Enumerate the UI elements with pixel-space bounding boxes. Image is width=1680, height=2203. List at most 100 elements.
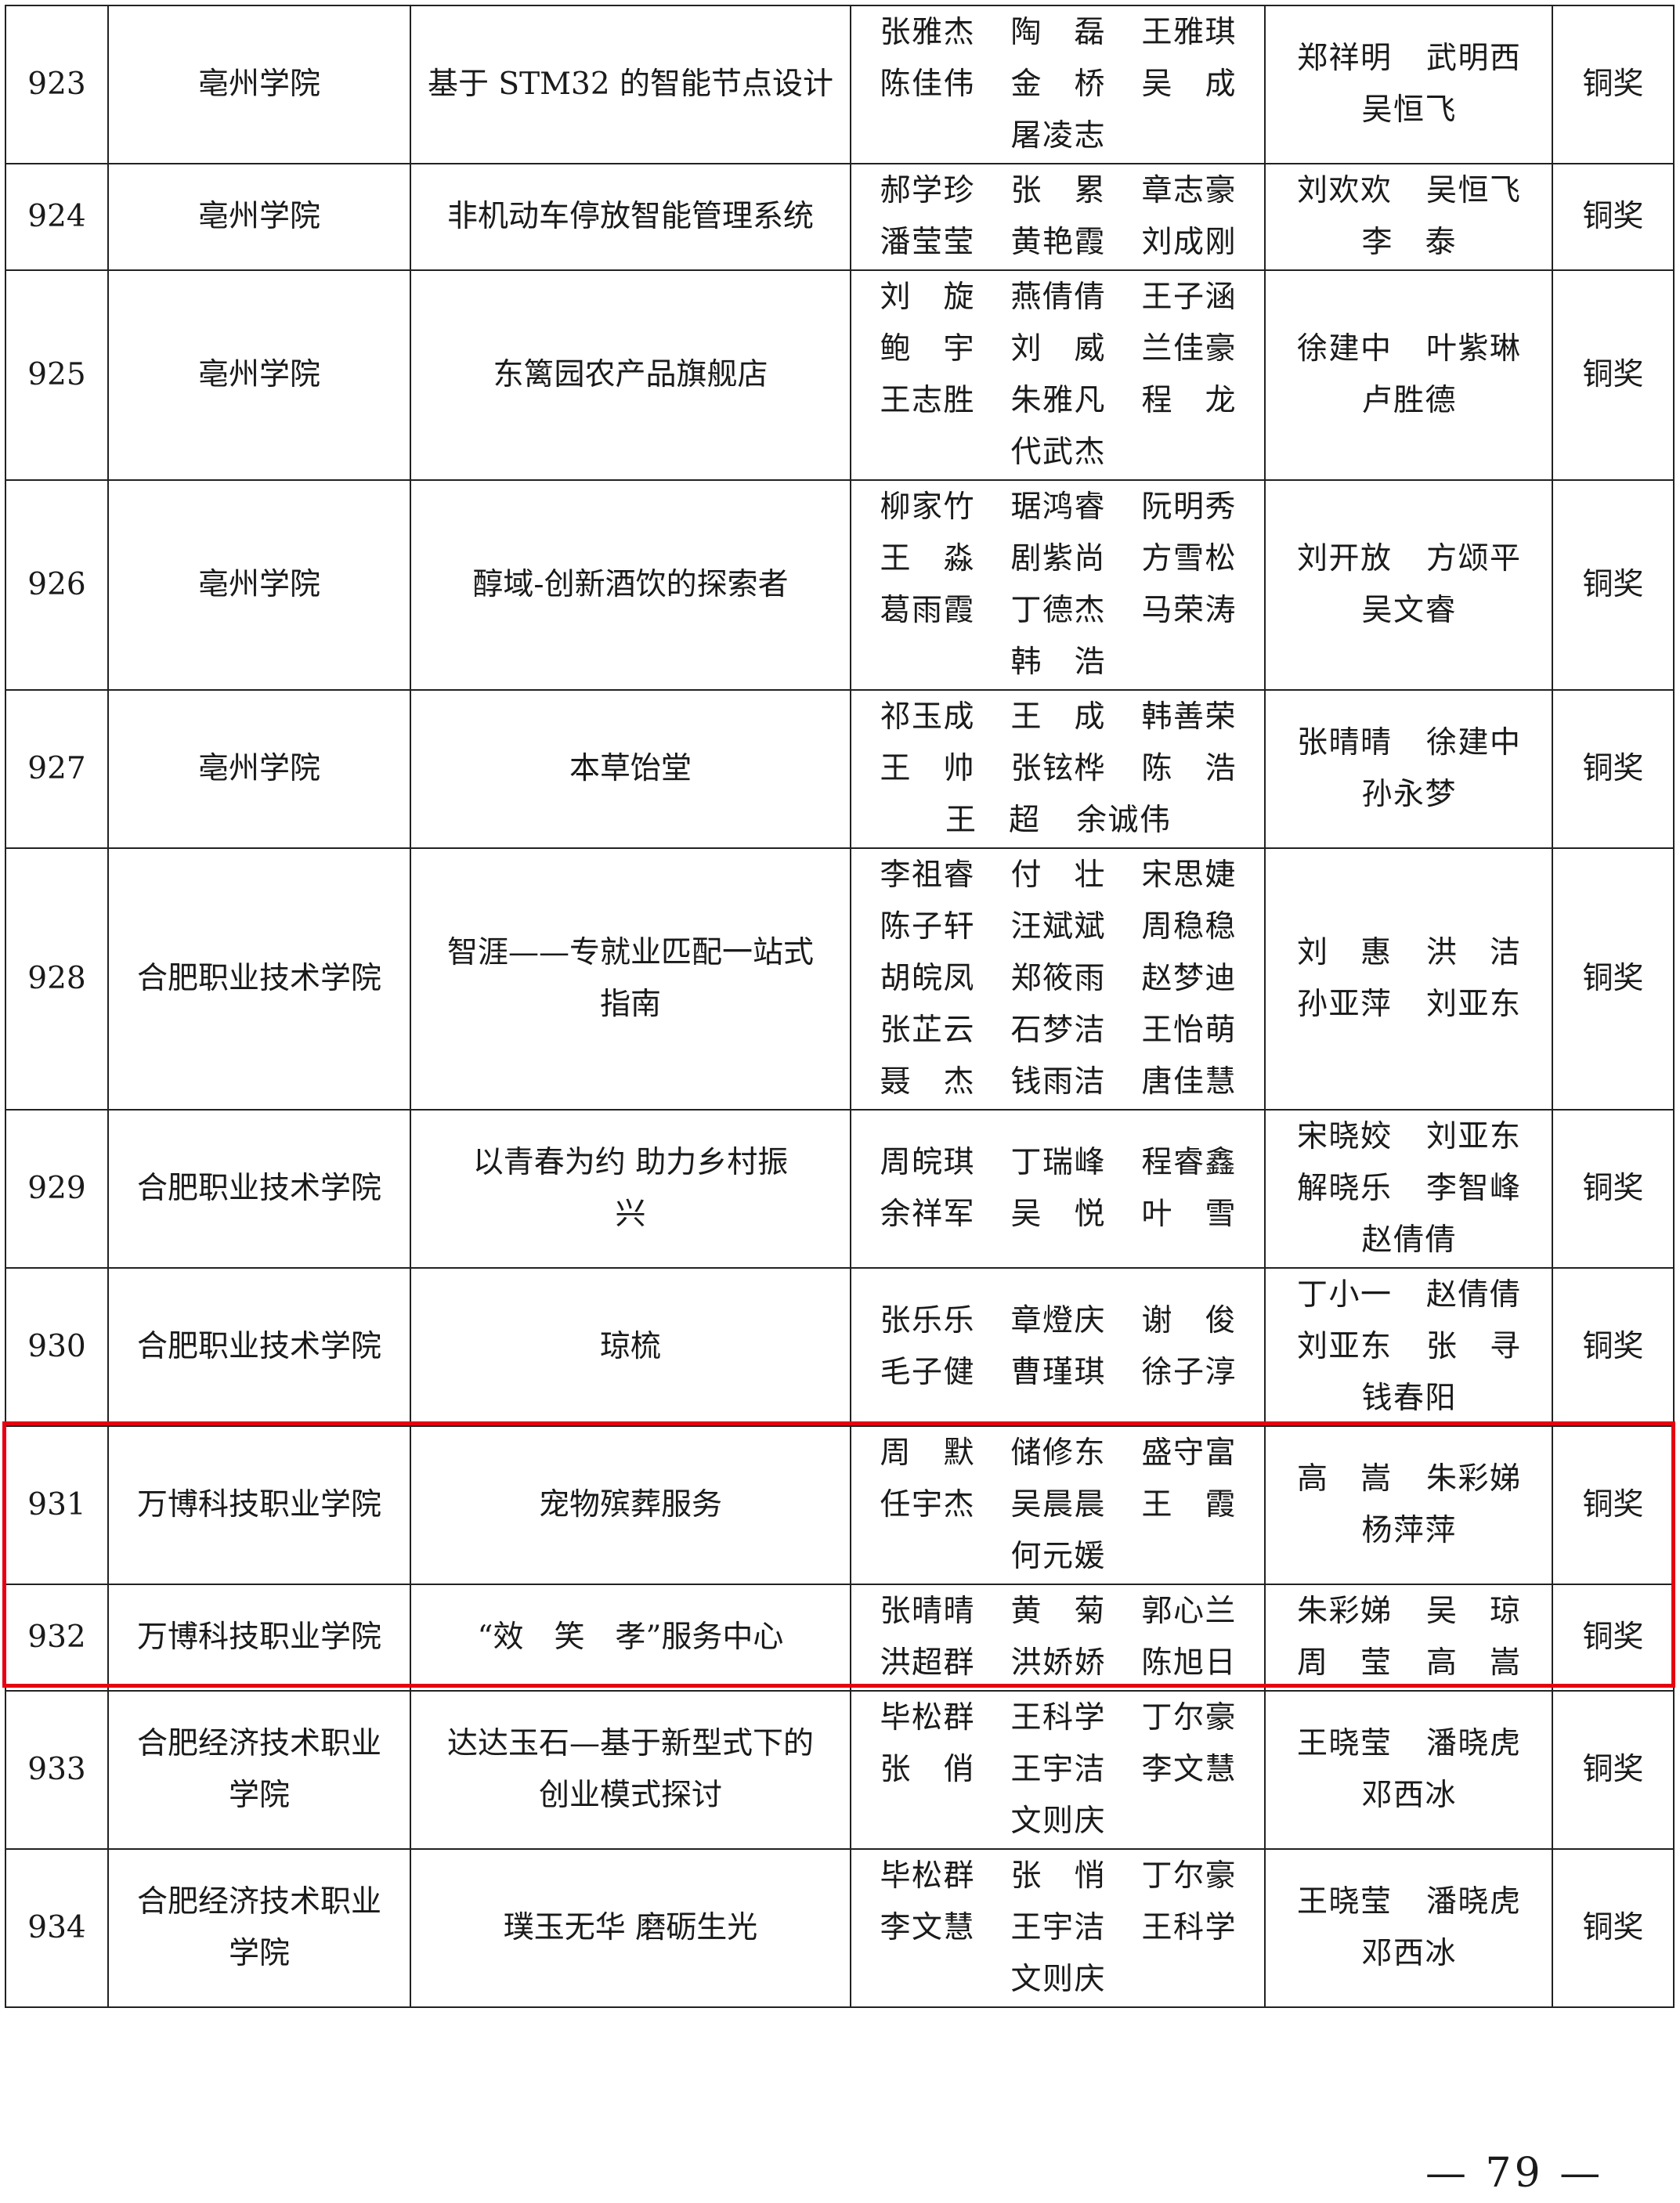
- advisor-name: 丁小一: [1297, 1277, 1391, 1313]
- members-line: 潘莹莹 黄艳霞 刘成刚: [851, 217, 1264, 269]
- college-line: 合肥职业技术学院: [136, 961, 381, 996]
- advisors-line: 刘亚东 张寻: [1266, 1321, 1552, 1373]
- member-name: 周默: [880, 1436, 974, 1471]
- members-line: 文则庆: [851, 1954, 1264, 2006]
- college-cell: 万博科技职业学院: [107, 1425, 411, 1585]
- members-line: 张乐乐 章燈庆 谢俊: [851, 1295, 1264, 1347]
- advisor-name: 钱春阳: [1361, 1381, 1456, 1416]
- row-number: 930: [5, 1267, 109, 1427]
- advisor-name: 杨萍萍: [1361, 1513, 1456, 1548]
- members-line: 文则庆: [851, 1796, 1264, 1847]
- members-cell: 柳家竹 琚鸿睿 阮明秀 王淼 剧紫尚 方雪松 葛雨霞 丁德杰 马荣涛 韩浩: [850, 479, 1266, 691]
- table-row: 929 合肥职业技术学院 以青春为约 助力乡村振兴周皖琪 丁瑞峰 程睿鑫 余祥军 吴悦 叶雪宋…: [5, 1109, 1675, 1269]
- advisor-name: 卢胜德: [1361, 383, 1456, 418]
- advisor-name: 张晴晴: [1297, 725, 1391, 760]
- award-cell: 铜奖: [1552, 1425, 1675, 1585]
- members-cell: 毕松群 王科学 丁尔豪 张俏 王宇洁 李文慧 文则庆: [850, 1690, 1266, 1850]
- table-row: 925 亳州学院 东篱园农产品旗舰店 刘旋 燕倩倩 王子涵 鲍宇 刘威 兰佳豪 王志胜 朱雅凡 程龙代…: [5, 269, 1675, 481]
- project-line: 创业模式探讨: [538, 1778, 722, 1813]
- member-name: 丁尔豪: [1141, 1700, 1236, 1735]
- advisor-name: 徐建中: [1426, 725, 1520, 760]
- member-name: 鲍宇: [880, 331, 974, 367]
- project-cell: 基于 STM32 的智能节点设计: [410, 5, 851, 164]
- advisors-cell: 丁小一 赵倩倩 刘亚东 张寻 钱春阳: [1264, 1267, 1553, 1427]
- advisor-name: 吴恒飞: [1426, 173, 1520, 208]
- member-name: 吴晨晨: [1010, 1487, 1105, 1522]
- advisor-name: 王晓莹: [1297, 1884, 1391, 1919]
- advisors-line: 杨萍萍: [1266, 1505, 1552, 1557]
- advisors-cell: 张晴晴 徐建中孙永梦: [1264, 689, 1553, 849]
- table-row: 932 万博科技职业学院 “效 笑 孝”服务中心 张晴晴 黄菊 郭心兰 洪超群 洪娇娇 陈旭日朱…: [5, 1584, 1675, 1692]
- member-name: 文则庆: [1010, 1962, 1105, 1997]
- award-cell: 铜奖: [1552, 847, 1675, 1111]
- row-number-text: 931: [27, 1487, 86, 1522]
- project-line: 非机动车停放智能管理系统: [446, 199, 814, 234]
- member-name: 方雪松: [1141, 541, 1236, 576]
- college-cell: 亳州学院: [107, 5, 411, 164]
- members-line: 张芷云 石梦洁 王怡萌: [851, 1005, 1264, 1056]
- advisors-line: 孙亚萍 刘亚东: [1266, 979, 1552, 1031]
- college-cell: 亳州学院: [107, 269, 411, 481]
- member-name: 洪超群: [880, 1645, 974, 1681]
- advisors-cell: 朱彩娣 吴琼 周莹 高嵩: [1264, 1584, 1553, 1692]
- table-row: 928 合肥职业技术学院 智涯——专就业匹配一站式 指南 李祖睿 付壮 宋思婕 陈子轩 汪斌斌周…: [5, 847, 1675, 1111]
- college-cell: 合肥职业技术学院: [107, 1267, 411, 1427]
- row-number-text: 925: [27, 357, 86, 392]
- project-cell: 本草饴堂: [410, 689, 851, 849]
- advisor-name: 高嵩: [1297, 1461, 1391, 1497]
- members-line: 周默 储修东 盛守富: [851, 1428, 1264, 1479]
- member-name: 朱雅凡: [1010, 383, 1105, 418]
- member-name: 程龙: [1141, 383, 1236, 418]
- college-line: 合肥经济技术职业: [136, 1726, 381, 1761]
- member-name: 吴悦: [1010, 1197, 1105, 1232]
- table-row: 933 合肥经济技术职业 学院 达达玉石—基于新型式下的 创业模式探讨 毕松群 王科学 丁尔豪…: [5, 1690, 1675, 1850]
- members-line: 王志胜 朱雅凡 程龙: [851, 375, 1264, 427]
- member-name: 张乐乐: [880, 1303, 974, 1338]
- project-cell: 以青春为约 助力乡村振兴: [410, 1109, 851, 1269]
- row-number-text: 929: [27, 1171, 86, 1206]
- award-text: 铜奖: [1582, 357, 1644, 392]
- project-line: 璞玉无华 磨砺生光: [503, 1910, 758, 1945]
- project-cell: 智涯——专就业匹配一站式 指南: [410, 847, 851, 1111]
- member-name: 王志胜: [880, 383, 974, 418]
- advisors-cell: 高嵩 朱彩娣 杨萍萍: [1264, 1425, 1553, 1585]
- advisor-name: 叶紫琳: [1426, 331, 1520, 367]
- advisor-name: 徐建中: [1297, 331, 1391, 367]
- project-cell: 璞玉无华 磨砺生光: [410, 1848, 851, 2008]
- advisor-name: 吴琼: [1426, 1594, 1520, 1629]
- advisors-line: 朱彩娣 吴琼: [1266, 1586, 1552, 1638]
- member-name: 祁玉成: [880, 699, 974, 735]
- advisors-line: 邓西冰: [1266, 1928, 1552, 1980]
- members-line: 任宇杰 吴晨晨 王霞: [851, 1479, 1264, 1531]
- row-number-text: 934: [27, 1910, 86, 1945]
- advisor-name: 周莹: [1297, 1645, 1391, 1681]
- award-cell: 铜奖: [1552, 689, 1675, 849]
- member-name: 张累: [1010, 173, 1105, 208]
- advisor-name: 高嵩: [1426, 1645, 1520, 1681]
- member-name: 刘威: [1010, 331, 1105, 367]
- members-cell: 毕松群 张悄 丁尔豪 李文慧 王宇洁 王科学 文则庆: [850, 1848, 1266, 2008]
- award-text: 铜奖: [1582, 1620, 1644, 1655]
- member-name: 程睿鑫: [1141, 1145, 1236, 1180]
- member-name: 王霞: [1141, 1487, 1236, 1522]
- member-name: 胡皖凤: [880, 961, 974, 996]
- advisor-name: 朱彩娣: [1297, 1594, 1391, 1629]
- row-number: 929: [5, 1109, 109, 1269]
- advisors-line: 刘欢欢 吴恒飞: [1266, 165, 1552, 217]
- members-cell: 祁玉成 王成 韩善荣 王帅 张铉桦 陈浩 王超 余诚伟: [850, 689, 1266, 849]
- member-name: 屠凌志: [1010, 118, 1105, 153]
- college-line: 学院: [228, 1936, 290, 1971]
- members-line: 王帅 张铉桦 陈浩: [851, 743, 1264, 795]
- college-line: 学院: [228, 1778, 290, 1813]
- project-line: 东篱园农产品旗舰店: [493, 357, 768, 392]
- advisor-name: 吴文睿: [1361, 593, 1456, 628]
- advisor-name: 孙永梦: [1361, 777, 1456, 812]
- members-line: 何元媛: [851, 1531, 1264, 1583]
- advisors-line: 郑祥明 武明西: [1266, 33, 1552, 85]
- member-name: 陈浩: [1141, 751, 1236, 786]
- advisor-name: 张寻: [1426, 1329, 1520, 1364]
- award-text: 铜奖: [1582, 1752, 1644, 1787]
- members-cell: 刘旋 燕倩倩 王子涵 鲍宇 刘威 兰佳豪 王志胜 朱雅凡 程龙 代武杰: [850, 269, 1266, 481]
- award-text: 铜奖: [1582, 1171, 1644, 1206]
- members-cell: 张雅杰 陶磊 王雅琪 陈佳伟 金桥 吴成 屠凌志: [850, 5, 1266, 164]
